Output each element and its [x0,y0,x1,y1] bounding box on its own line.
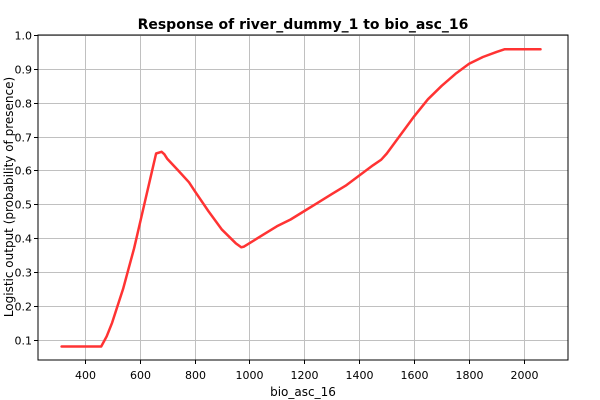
x-tick-label: 1200 [291,369,319,382]
x-tick-label: 1800 [456,369,484,382]
x-axis-ticks: 400 600 800 1000 1200 1400 1600 1800 2000 [75,360,539,382]
y-axis-label: Logistic output (probability of presence… [2,77,16,317]
plot-area [38,35,568,360]
y-tick-label: 0.4 [15,233,33,246]
x-tick-label: 1600 [401,369,429,382]
y-axis-ticks: 0.1 0.2 0.3 0.4 0.5 0.6 0.7 0.8 0.9 1.0 [15,30,38,348]
x-tick-label: 800 [185,369,206,382]
chart-title: Response of river_dummy_1 to bio_asc_16 [138,17,469,33]
y-tick-label: 0.6 [15,165,33,178]
y-tick-label: 0.3 [15,267,33,280]
x-tick-label: 1000 [236,369,264,382]
plot-frame [37,34,569,361]
response-line [60,47,542,348]
x-tick-label: 1400 [346,369,374,382]
x-tick-label: 600 [130,369,151,382]
y-tick-label: 0.8 [15,98,33,111]
x-axis-label: bio_asc_16 [270,385,336,399]
y-tick-label: 1.0 [15,30,33,43]
series-lines [60,47,542,348]
y-tick-label: 0.1 [15,335,33,348]
y-tick-label: 0.9 [15,64,33,77]
x-tick-label: 2000 [511,369,539,382]
y-tick-label: 0.5 [15,199,33,212]
y-tick-label: 0.2 [15,301,33,314]
y-tick-label: 0.7 [15,132,33,145]
x-tick-label: 400 [75,369,96,382]
